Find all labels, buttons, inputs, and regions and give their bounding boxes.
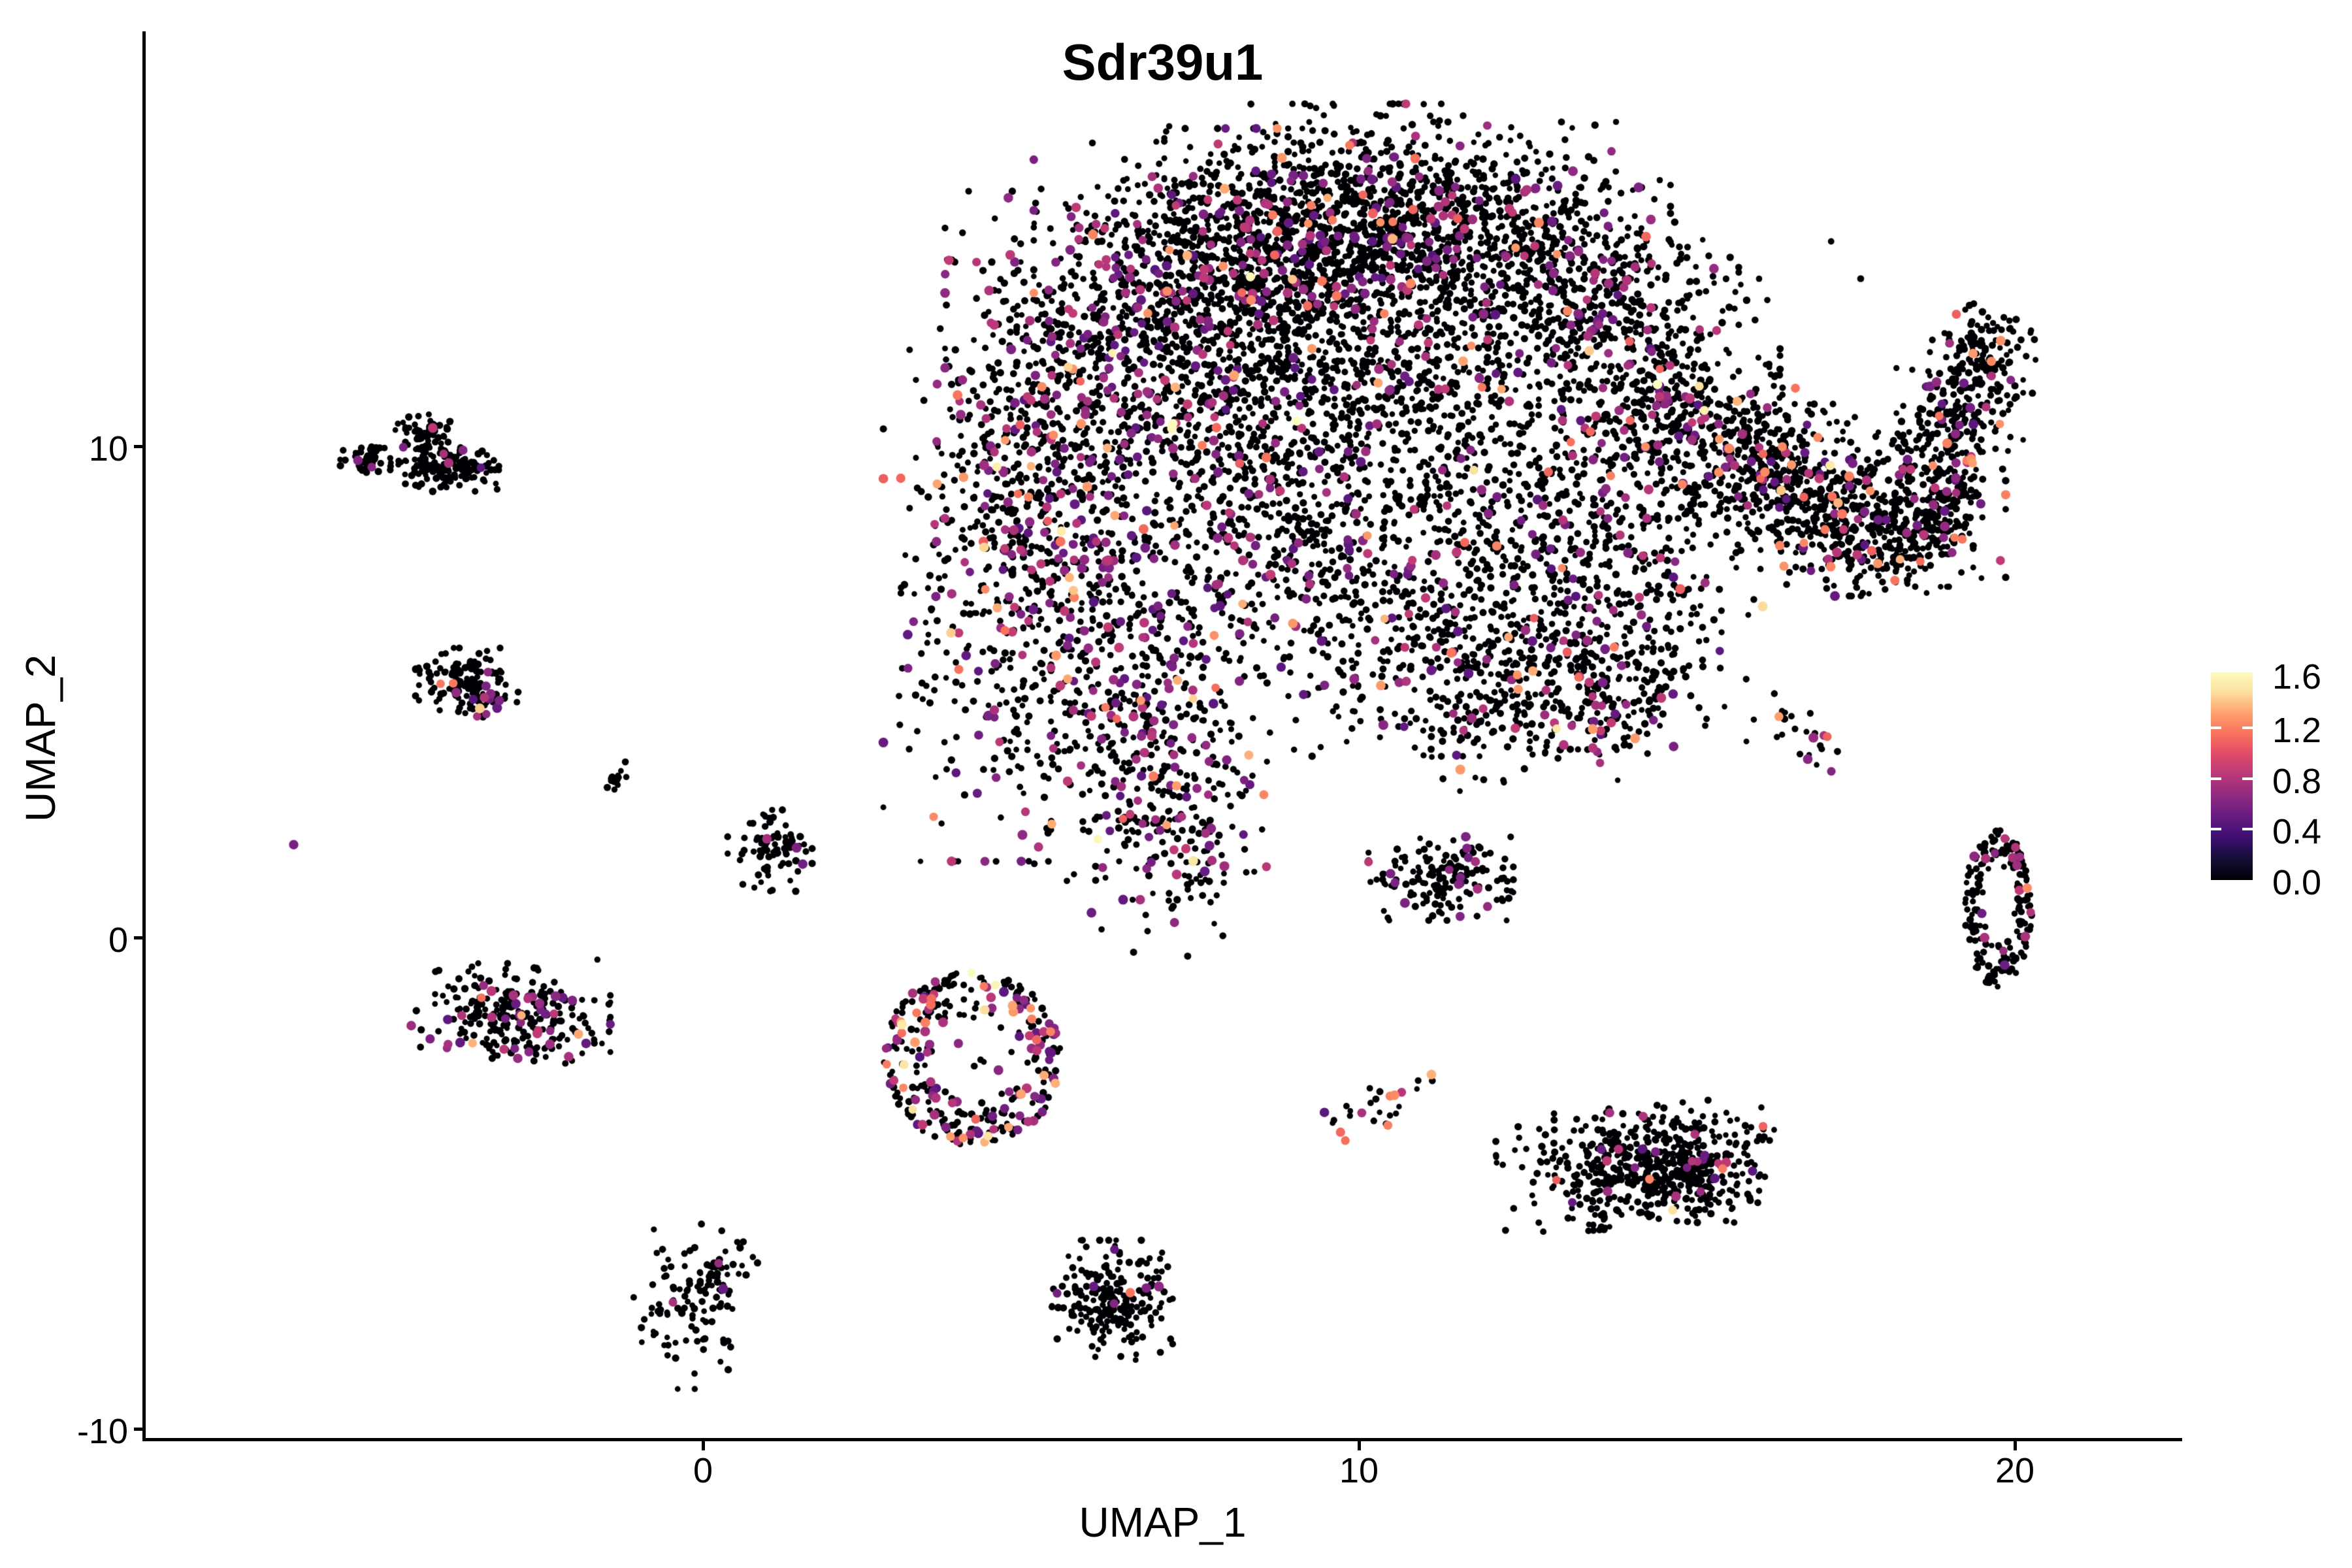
plot-title: Sdr39u1 [1062,33,1264,91]
x-axis-line [142,1438,2182,1441]
y-tick-10 [134,445,143,448]
legend-tick-0_8-left [2211,777,2221,780]
x-tick-20 [2014,1441,2017,1450]
y-tick-0 [134,936,143,939]
y-tick-label-n10: -10 [76,1412,128,1451]
legend-label-0_8: 0.8 [2272,762,2322,801]
legend-label-0_4: 0.4 [2272,812,2322,851]
y-tick-label-0: 0 [108,921,128,960]
x-tick-label-10: 10 [1339,1451,1379,1490]
legend-tick-1_2-right [2242,727,2253,729]
legend-label-1_6: 1.6 [2272,657,2322,696]
x-tick-label-20: 20 [1995,1451,2035,1490]
legend-label-0_0: 0.0 [2272,863,2322,902]
y-axis-line [142,31,146,1441]
legend-tick-0_4-left [2211,828,2221,830]
legend-label-1_2: 1.2 [2272,711,2322,750]
legend-tick-1_2-left [2211,727,2221,729]
x-tick-0 [702,1441,705,1450]
x-tick-10 [1358,1441,1361,1450]
legend-tick-0_4-right [2242,828,2253,830]
y-axis-label: UMAP_2 [17,654,64,823]
x-tick-label-0: 0 [693,1451,713,1490]
legend-colorbar [2211,672,2253,880]
x-axis-label: UMAP_1 [1079,1499,1247,1546]
y-tick-label-10: 10 [88,429,128,468]
y-tick-n10 [134,1428,143,1431]
legend-tick-0_8-right [2242,777,2253,780]
